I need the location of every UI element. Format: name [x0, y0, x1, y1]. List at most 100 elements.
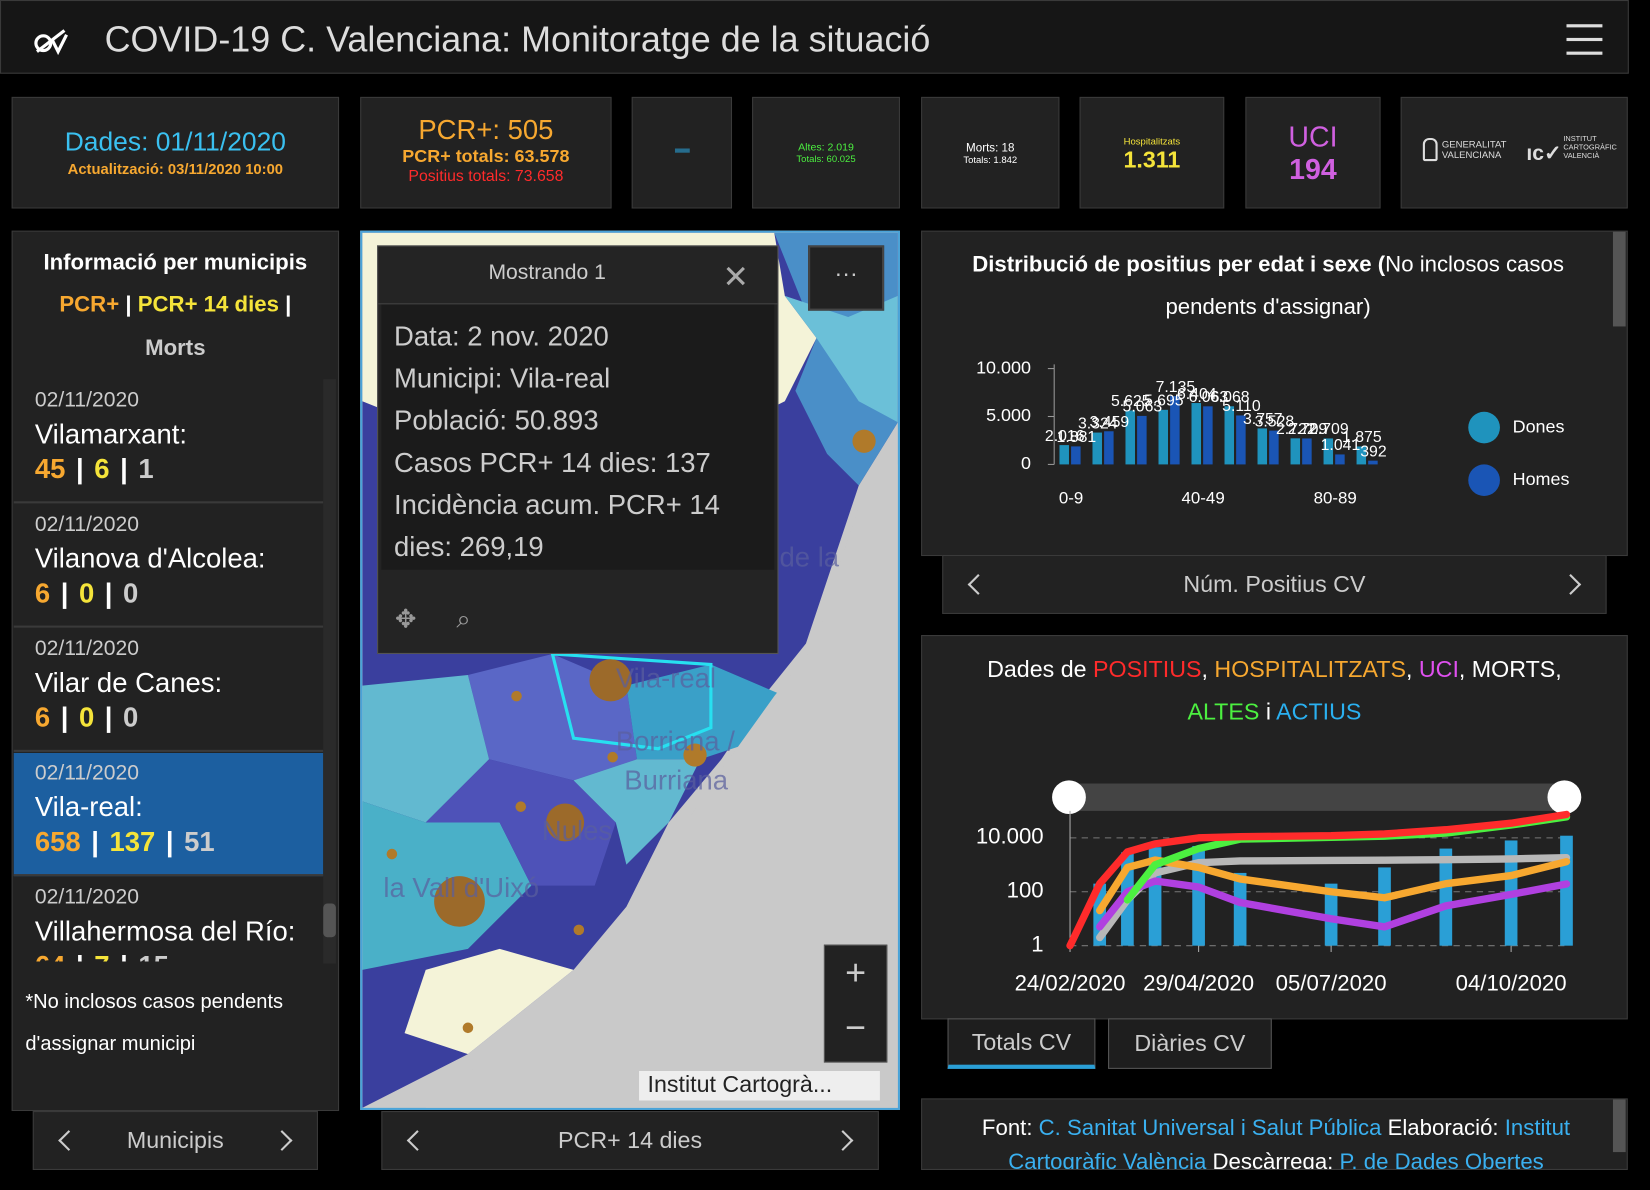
value-label: 1.041: [1321, 437, 1361, 454]
municipis-title: Informació per municipis: [43, 250, 308, 275]
item-morts: 1: [138, 452, 154, 485]
age-chart-title: Distribució de positius per edat i sexe …: [943, 244, 1593, 328]
hosp-card: Hospitalitzats 1.311: [1079, 96, 1225, 209]
actius-card: [631, 96, 733, 209]
header-title: COVID-19 C. Valenciana: Monitoratge de l…: [104, 20, 931, 61]
bar: [1269, 430, 1279, 465]
age-nav[interactable]: Núm. Positius CV: [942, 554, 1607, 614]
item-date: 02/11/2020: [34, 512, 140, 537]
bar: [1170, 396, 1180, 465]
map-labels: de la Vila-real Borriana / Burriana Nulesla …: [383, 541, 839, 903]
morts-total: Totals: 1.842: [963, 154, 1018, 166]
legend-morts: Morts: [145, 335, 206, 361]
icv-text: CARTOGRÀFIC: [1563, 144, 1617, 152]
value-label: 392: [1360, 443, 1386, 460]
map-circle: [573, 924, 585, 936]
footer-text: Font: C. Sanitat Universal i Salut Públi…: [954, 1112, 1598, 1170]
y-tick-label: 5.000: [986, 405, 1031, 425]
scrollbar[interactable]: [1612, 1099, 1626, 1153]
date-text: Dades: 01/11/2020: [64, 127, 286, 157]
popup-title: Mostrando 1: [488, 261, 606, 285]
bar: [1224, 406, 1235, 465]
bar: [1125, 410, 1135, 465]
zoom-in[interactable]: +: [845, 953, 867, 994]
sea: [425, 464, 898, 1108]
map-circle: [607, 751, 618, 763]
zoom-tool[interactable]: ⌕: [456, 605, 471, 634]
time-chart-title: Dades de POSITIUS, HOSPITALITZATS, UCI, …: [922, 649, 1627, 733]
bar: [1302, 438, 1312, 465]
tab[interactable]: Totals CV: [947, 1018, 1096, 1069]
footer-link[interactable]: C. Sanitat Universal i Salut Pública: [1038, 1116, 1382, 1141]
legend-sep: |: [285, 292, 292, 317]
map-circle: [683, 743, 707, 767]
map-circle: [515, 801, 527, 812]
bar: [1158, 409, 1169, 465]
municipis-panel: Informació per municipis PCR+ | PCR+ 14 …: [11, 230, 340, 1112]
item-pcr: 6: [34, 701, 51, 733]
tab[interactable]: Diàries CV: [1108, 1018, 1272, 1069]
map-nav[interactable]: PCR+ 14 dies: [381, 1111, 879, 1170]
y-tick-label: 0: [1021, 453, 1031, 473]
item-sep: |: [60, 577, 69, 609]
map-circle: [546, 803, 585, 842]
more-button[interactable]: ···: [808, 245, 885, 311]
scrollbar[interactable]: [1612, 231, 1626, 327]
legend-swatch: [1468, 464, 1500, 497]
map-circle: [589, 659, 632, 702]
scrollbar[interactable]: [323, 379, 336, 964]
footer-link[interactable]: Institut Cartogràfic València: [1008, 1116, 1577, 1170]
value-label: 5.110: [1222, 398, 1261, 415]
legend-swatch: [1468, 411, 1500, 444]
item-morts: 0: [123, 701, 139, 733]
value-label: 5.063: [1123, 399, 1163, 416]
altes-total: Totals: 60.025: [796, 153, 856, 165]
municipi-item[interactable]: 02/11/2020 Vilar de Canes: 6 | 0 | 0: [13, 629, 324, 752]
item-morts: 15: [138, 950, 169, 962]
menu-button[interactable]: [1566, 24, 1603, 55]
municipi-item[interactable]: 02/11/2020 Vila-real: 658 | 137 | 51: [13, 752, 324, 877]
municipi-item[interactable]: 02/11/2020 Vilamarxant: 45 | 6 | 1: [13, 380, 324, 504]
item-pcr: 45: [34, 452, 66, 485]
item-morts: 0: [123, 577, 139, 609]
x-tick-label: 80-89: [1314, 489, 1357, 508]
item-sep: |: [75, 452, 84, 485]
popup-header: Mostrando 1 ✕: [378, 246, 778, 305]
map-panel: de la Vila-real Borriana / Burriana Nules la …: [360, 230, 900, 1110]
item-date: 02/11/2020: [34, 388, 140, 412]
icv-logo: INSTITUT CARTOGRÀFIC VALENCIÀ: [1563, 136, 1617, 161]
popup-content: Data: 2 nov. 2020 Municipi: Vila-real Pobl…: [381, 304, 775, 570]
bar: [1191, 403, 1202, 465]
pan-tool[interactable]: ✥: [395, 605, 417, 634]
positius-total: Positius totals: 73.658: [408, 167, 564, 186]
gva-emblem: [1422, 137, 1438, 162]
footer-link[interactable]: P. de Dades Obertes: [1339, 1149, 1544, 1170]
map-circle: [852, 429, 876, 453]
nav-label: Municipis: [126, 1126, 224, 1154]
bar: [1059, 445, 1069, 465]
item-name: Vilamarxant:: [34, 418, 187, 450]
municipi-item[interactable]: 02/11/2020 Vilanova d'Alcolea: 6 | 0 | 0: [13, 504, 324, 628]
municipis-nav[interactable]: Municipis: [32, 1111, 318, 1170]
item-name: Villahermosa del Río:: [34, 915, 296, 947]
bar: [1203, 406, 1213, 465]
map-label: Borriana /: [616, 726, 735, 757]
municipi-item[interactable]: 02/11/2020 Villahermosa del Río: 64 | 7 | 15: [14, 877, 323, 962]
value-label: 6.068: [1210, 389, 1250, 406]
item-pcr14: 137: [109, 825, 156, 858]
popup-line: Incidència acum. PCR+ 14 dies: 269,19: [393, 488, 720, 563]
item-sep: |: [104, 701, 113, 733]
age-chart: 10.000 5.000 0 0-9 40-49 80-89 2.0161.8813.324…: [976, 357, 1569, 508]
popup-close[interactable]: ✕: [722, 260, 750, 295]
municipis-list: 02/11/2020 Vilamarxant: 45 | 6 | 1 02/11/2020 V…: [13, 232, 338, 962]
title-part: Distribució de positius per edat i sexe …: [972, 252, 1386, 277]
legend-label: Dones: [1513, 416, 1565, 436]
time-panel: Dades de POSITIUS, HOSPITALITZATS, UCI, …: [921, 635, 1628, 1020]
hosp-label: Hospitalitzats: [1123, 135, 1181, 147]
zoom-out[interactable]: −: [845, 1007, 867, 1048]
title-part: , MORTS,: [1458, 656, 1562, 683]
popup: Mostrando 1 ✕ Data: 2 nov. 2020 Municipi:…: [377, 245, 779, 654]
footer-panel: Font: C. Sanitat Universal i Salut Públi…: [921, 1098, 1628, 1170]
map-region: [573, 759, 701, 865]
update-text: Actualització: 03/11/2020 10:00: [67, 160, 284, 177]
